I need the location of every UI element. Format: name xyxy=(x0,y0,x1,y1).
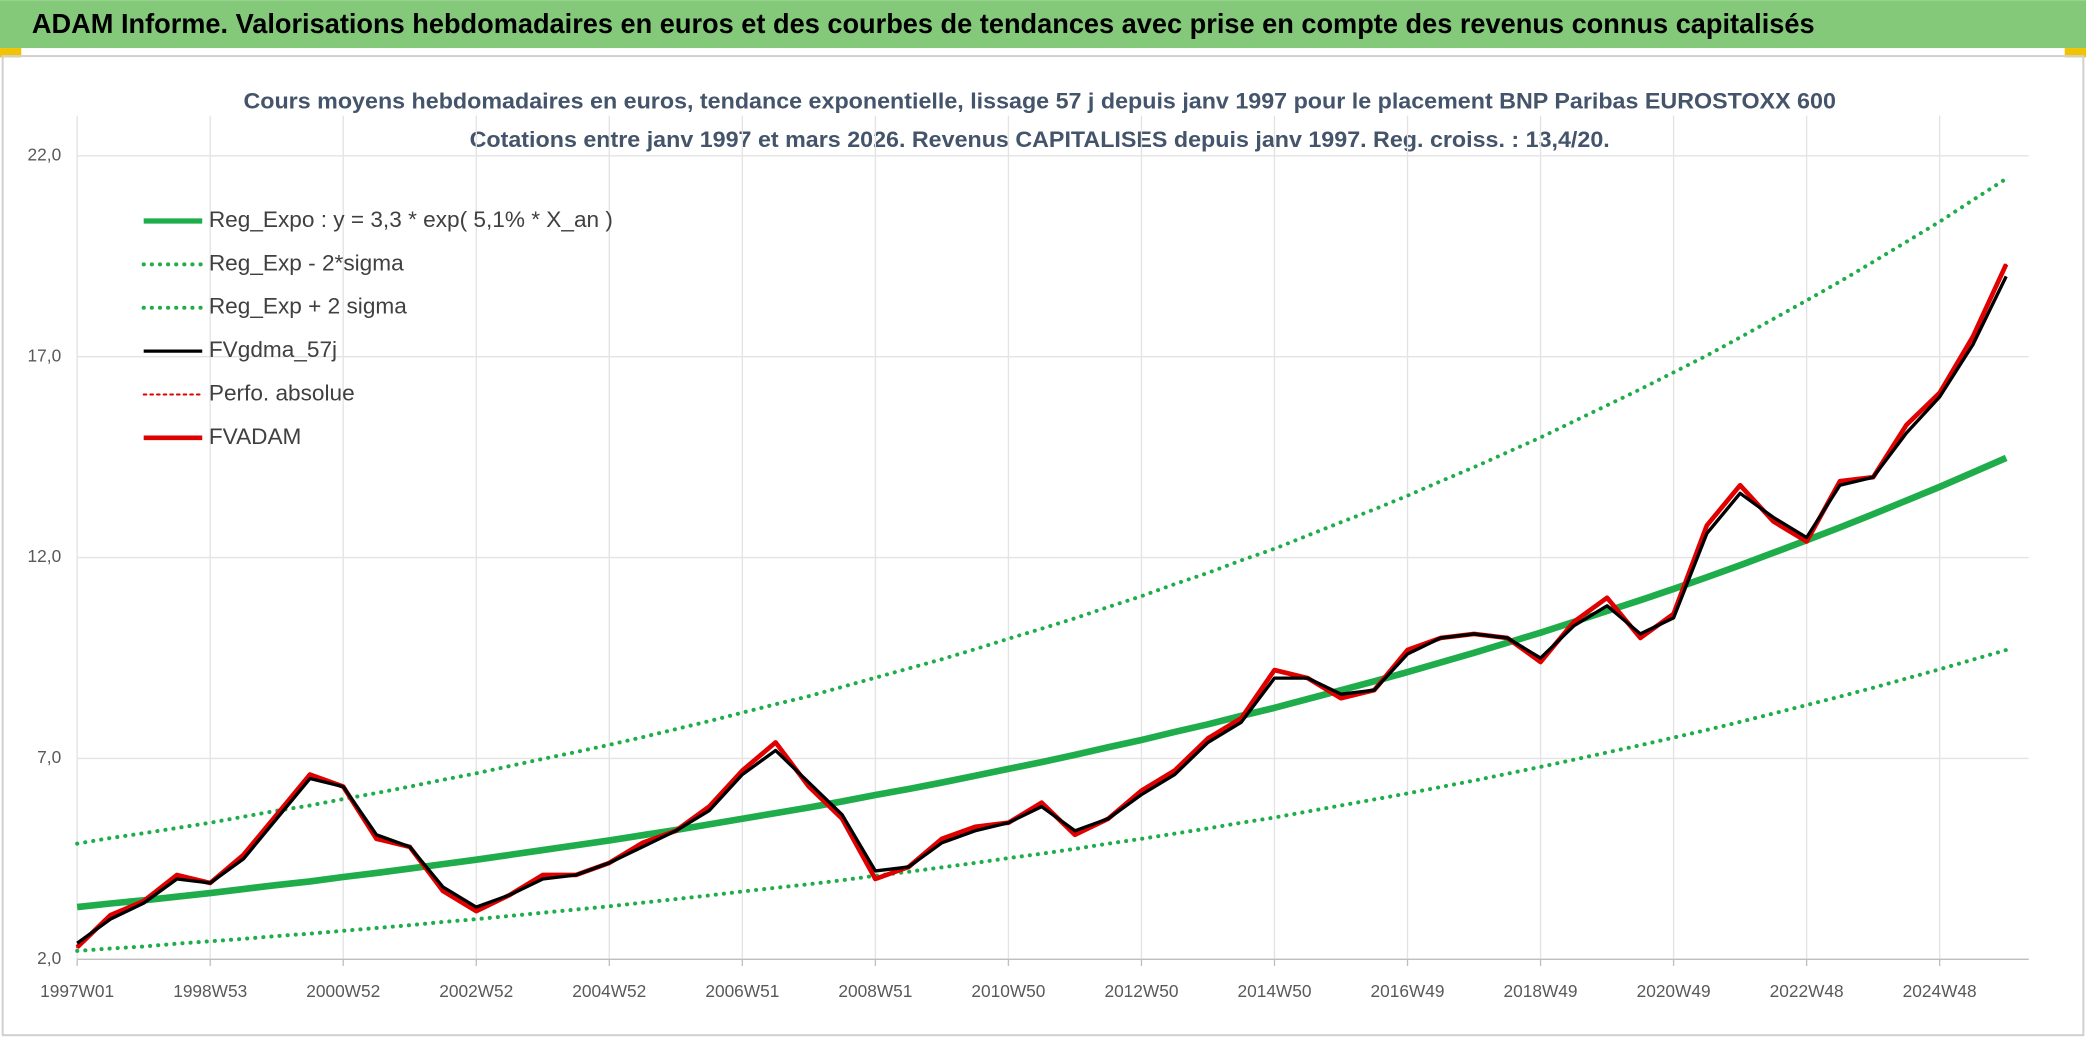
legend-label: Reg_Expo : y = 3,3 * exp( 5,1% * X_an ) xyxy=(209,207,613,232)
y-tick-label: 2,0 xyxy=(37,948,61,968)
x-tick-label: 1998W53 xyxy=(173,981,247,1001)
x-tick-label: 1997W01 xyxy=(40,981,114,1001)
x-tick-label: 2016W49 xyxy=(1371,981,1445,1001)
x-tick-label: 2006W51 xyxy=(705,981,779,1001)
y-tick-label: 22,0 xyxy=(28,144,62,164)
x-tick-label: 2020W49 xyxy=(1637,981,1711,1001)
x-tick-label: 2010W50 xyxy=(971,981,1045,1001)
x-tick-label: 2022W48 xyxy=(1770,981,1844,1001)
x-tick-label: 2008W51 xyxy=(838,981,912,1001)
x-tick-label: 2018W49 xyxy=(1504,981,1578,1001)
legend-label: Perfo. absolue xyxy=(209,380,355,405)
series-line xyxy=(76,275,2008,945)
y-tick-label: 7,0 xyxy=(37,747,61,767)
legend-label: FVgdma_57j xyxy=(209,337,337,362)
x-tick-label: 2004W52 xyxy=(572,981,646,1001)
legend-label: Reg_Exp + 2 sigma xyxy=(209,294,407,319)
x-tick-label: 2024W48 xyxy=(1903,981,1977,1001)
corner-accent xyxy=(2064,48,2086,58)
series-line xyxy=(75,647,2009,953)
corner-accent xyxy=(0,48,22,58)
x-tick-label: 2012W50 xyxy=(1104,981,1178,1001)
chart-title: ADAM Informe. Valorisations hebdomadaire… xyxy=(32,8,1815,39)
x-tick-label: 2000W52 xyxy=(306,981,380,1001)
legend-label: Reg_Exp - 2*sigma xyxy=(209,250,404,275)
legend-label: FVADAM xyxy=(209,424,302,449)
chart-subtitle: Cotations entre janv 1997 et mars 2026. … xyxy=(470,127,1610,152)
y-tick-label: 17,0 xyxy=(28,345,62,365)
series-line xyxy=(75,176,2009,846)
title-bar xyxy=(0,0,2086,49)
chart-subtitle: Cours moyens hebdomadaires en euros, ten… xyxy=(243,89,1835,114)
chart-frame xyxy=(1,55,2085,1037)
x-tick-label: 2002W52 xyxy=(439,981,513,1001)
y-tick-label: 12,0 xyxy=(28,546,62,566)
x-tick-label: 2014W50 xyxy=(1237,981,1311,1001)
